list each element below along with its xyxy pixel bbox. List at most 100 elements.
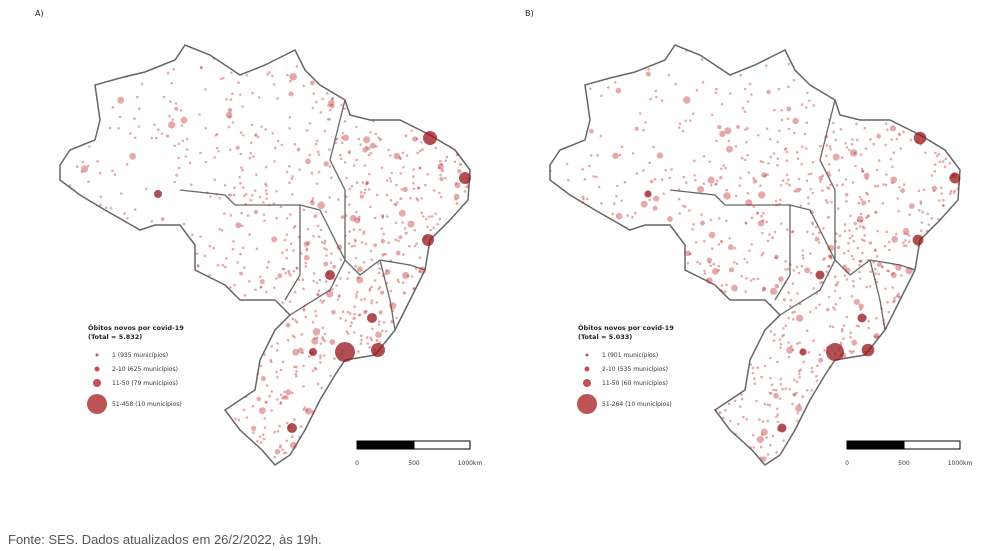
municipality-dot: [798, 372, 801, 376]
municipality-dot: [861, 251, 864, 255]
municipality-dot: [248, 233, 251, 236]
municipality-dot-large: [861, 343, 875, 357]
municipality-dot: [369, 151, 373, 155]
municipality-dot: [733, 246, 737, 250]
municipality-dot: [350, 184, 354, 188]
municipality-dot: [613, 202, 616, 205]
municipality-dot: [314, 142, 318, 146]
municipality-dot: [188, 161, 192, 165]
municipality-dot: [784, 268, 787, 271]
municipality-dot: [416, 198, 420, 202]
municipality-dot: [675, 232, 679, 236]
municipality-dot: [293, 365, 296, 369]
municipality-dot: [712, 262, 715, 266]
municipality-dot: [343, 107, 347, 111]
municipality-dot: [902, 130, 905, 134]
municipality-dot: [208, 244, 212, 248]
municipality-dot: [834, 240, 838, 243]
municipality-dot: [262, 437, 266, 441]
municipality-dot: [264, 182, 267, 186]
municipality-dot: [851, 138, 854, 141]
municipality-dot: [717, 243, 721, 246]
municipality-dot: [787, 85, 790, 89]
municipality-dot: [775, 415, 778, 419]
municipality-dot: [140, 82, 144, 86]
municipality-dot: [289, 242, 293, 245]
municipality-dot: [319, 342, 323, 345]
municipality-dot: [273, 455, 277, 459]
municipality-dot: [407, 220, 415, 228]
municipality-dot: [418, 266, 426, 274]
municipality-dot: [796, 292, 799, 295]
municipality-dot: [331, 97, 334, 101]
municipality-dot: [618, 153, 622, 157]
municipality-dot: [752, 176, 755, 180]
municipality-dot: [727, 139, 731, 143]
municipality-dot: [872, 142, 875, 146]
municipality-dot: [292, 269, 296, 273]
municipality-dot: [848, 349, 852, 353]
municipality-dot: [212, 57, 215, 60]
municipality-dot: [363, 310, 368, 315]
municipality-dot: [717, 124, 722, 130]
municipality-dot: [237, 418, 241, 422]
municipality-dot: [231, 248, 235, 251]
municipality-dot: [720, 239, 723, 243]
municipality-dot: [771, 236, 774, 240]
municipality-dot: [856, 215, 864, 223]
municipality-dot: [795, 265, 799, 269]
municipality-dot: [80, 170, 84, 173]
municipality-dot: [363, 164, 367, 167]
municipality-dot: [281, 267, 285, 271]
municipality-dot: [774, 256, 778, 260]
municipality-dot: [874, 211, 878, 214]
municipality-dot: [882, 183, 885, 186]
municipality-dot: [454, 182, 458, 185]
municipality-dot: [779, 343, 783, 346]
municipality-dot: [942, 204, 945, 207]
municipality-dot: [700, 58, 704, 61]
municipality-dot: [422, 215, 425, 218]
municipality-dot: [667, 216, 673, 222]
municipality-dot: [295, 374, 298, 378]
municipality-dot: [581, 168, 584, 171]
municipality-dot: [589, 87, 592, 90]
municipality-dot: [600, 94, 603, 98]
municipality-dot: [759, 456, 763, 460]
municipality-dot: [719, 175, 723, 180]
municipality-dot: [397, 280, 400, 284]
municipality-dot: [828, 365, 832, 369]
municipality-dot: [293, 336, 296, 339]
municipality-dot: [891, 236, 898, 243]
municipality-dot: [899, 147, 903, 150]
municipality-dot: [829, 148, 832, 151]
municipality-dot: [359, 313, 362, 317]
municipality-dot: [761, 420, 765, 423]
municipality-dot: [375, 145, 378, 148]
region-border: [289, 259, 346, 316]
municipality-dot: [607, 86, 610, 89]
municipality-dot: [265, 384, 269, 387]
municipality-dot: [285, 322, 291, 328]
municipality-dot: [166, 71, 170, 75]
municipality-dot: [436, 223, 439, 226]
municipality-dot: [133, 117, 136, 120]
municipality-dot: [631, 152, 635, 155]
municipality-dot: [867, 199, 871, 203]
municipality-dot: [786, 267, 790, 271]
municipality-dot: [701, 80, 705, 84]
municipality-dot: [866, 192, 869, 196]
municipality-dot: [688, 209, 691, 212]
municipality-dot: [323, 239, 327, 243]
municipality-dot: [300, 333, 304, 336]
municipality-dot: [302, 84, 306, 88]
municipality-dot: [827, 295, 831, 299]
municipality-dot: [784, 147, 788, 151]
municipality-dot: [874, 210, 877, 214]
municipality-dot: [922, 188, 926, 192]
municipality-dot: [581, 195, 585, 199]
municipality-dot: [283, 395, 286, 398]
municipality-dot: [290, 441, 298, 449]
municipality-dot: [727, 402, 731, 406]
municipality-dot: [856, 138, 859, 142]
